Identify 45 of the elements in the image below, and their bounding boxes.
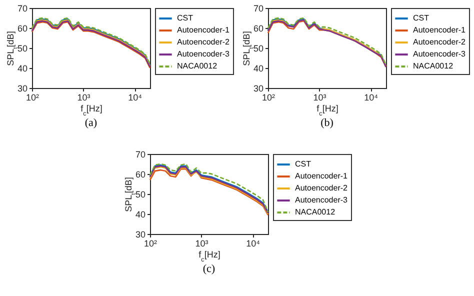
y-tick-label: 30 bbox=[253, 84, 264, 94]
y-tick-label: 60 bbox=[135, 170, 146, 180]
legend-label: Autoencoder-2 bbox=[177, 38, 230, 46]
y-tick-label: 50 bbox=[17, 44, 28, 54]
x-tick-label: 10³ bbox=[77, 92, 90, 102]
text: (a) bbox=[84, 117, 98, 129]
x-axis-title: f$_{c}$[Hz] bbox=[80, 104, 102, 117]
x-tick-label: 10⁴ bbox=[364, 92, 378, 102]
y-tick-label: 60 bbox=[17, 24, 28, 34]
x-tick-label: 10³ bbox=[195, 238, 208, 248]
y-tick-label: 70 bbox=[17, 4, 28, 14]
x-tick-label: 10⁴ bbox=[128, 92, 142, 102]
legend-label: NACA0012 bbox=[177, 62, 218, 70]
legend-label: Autoencoder-2 bbox=[413, 38, 466, 46]
y-tick-label: 30 bbox=[135, 230, 146, 240]
y-tick-label: 30 bbox=[17, 84, 28, 94]
legend-label: CST bbox=[413, 14, 430, 22]
legend-label: NACA0012 bbox=[413, 62, 454, 70]
x-tick-label: 10² bbox=[26, 92, 40, 102]
x-tick-label: 10² bbox=[144, 238, 158, 248]
y-tick-label: 50 bbox=[135, 190, 146, 200]
y-tick-label: 40 bbox=[17, 64, 28, 74]
y-tick-label: 50 bbox=[253, 44, 264, 54]
x-tick-label: 10⁴ bbox=[246, 238, 260, 248]
text: (b) bbox=[320, 117, 334, 129]
x-axis-title: f$_{c}$[Hz] bbox=[316, 104, 338, 117]
legend-label: Autoencoder-3 bbox=[413, 50, 466, 58]
legend-label: NACA0012 bbox=[295, 208, 336, 216]
x-tick-label: 10³ bbox=[313, 92, 326, 102]
legend-label: CST bbox=[177, 14, 194, 22]
legend-label: Autoencoder-1 bbox=[177, 26, 230, 34]
legend-label: Autoencoder-2 bbox=[295, 184, 348, 192]
x-tick-label: 10² bbox=[262, 92, 276, 102]
text: (c) bbox=[202, 263, 216, 275]
x-axis-title: f$_{c}$[Hz] bbox=[198, 250, 220, 263]
y-tick-label: 40 bbox=[253, 64, 264, 74]
legend-label: Autoencoder-3 bbox=[295, 196, 348, 204]
y-tick-label: 70 bbox=[253, 4, 264, 14]
legend-label: CST bbox=[295, 160, 312, 168]
y-tick-label: 40 bbox=[135, 210, 146, 220]
legend-label: Autoencoder-1 bbox=[413, 26, 466, 34]
legend-label: Autoencoder-3 bbox=[177, 50, 230, 58]
y-tick-label: 70 bbox=[135, 150, 146, 160]
legend-label: Autoencoder-1 bbox=[295, 172, 348, 180]
y-tick-label: 60 bbox=[253, 24, 264, 34]
